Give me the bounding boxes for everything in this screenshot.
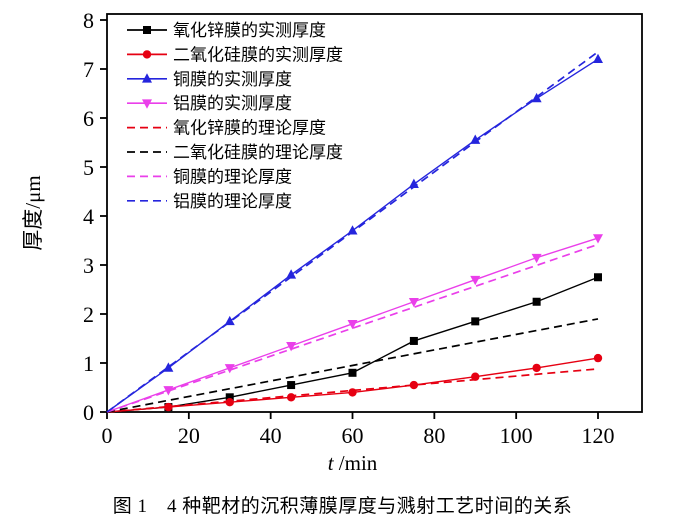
- x-tick-label: 120: [582, 423, 615, 448]
- y-tick-label: 6: [83, 106, 94, 131]
- marker-triangle-down: [286, 342, 297, 352]
- marker-circle: [532, 363, 541, 373]
- series-line: [106, 318, 599, 413]
- y-tick-label: 1: [83, 351, 94, 376]
- marker-triangle-down: [470, 275, 481, 286]
- legend-label: 二氧化硅膜的理论厚度: [173, 143, 343, 162]
- marker-triangle-up: [142, 73, 152, 83]
- marker-triangle-up: [347, 225, 358, 235]
- marker-triangle-down: [142, 99, 152, 109]
- x-tick-label: 40: [260, 423, 282, 448]
- legend-label: 氧化锌膜的理论厚度: [173, 119, 326, 138]
- marker-triangle-down: [224, 364, 235, 374]
- marker-square: [225, 393, 234, 402]
- marker-square: [409, 336, 418, 345]
- marker-square: [143, 26, 151, 34]
- marker-circle: [593, 353, 603, 363]
- marker-triangle-up: [531, 92, 542, 103]
- legend-label: 二氧化硅膜的实测厚度: [173, 45, 343, 64]
- y-tick-label: 0: [83, 400, 94, 425]
- x-tick-label: 20: [178, 423, 200, 448]
- y-tick-label: 2: [83, 302, 94, 327]
- marker-square: [532, 297, 541, 306]
- marker-circle: [286, 393, 296, 402]
- chart-plot: 0 20 40 60 80 100 120 0 1 2 3 4 5 6 7 8 氧化锌膜的实测厚度二氧化硅膜的实…: [21, 8, 643, 475]
- y-tick-label: 4: [83, 204, 94, 229]
- marker-square: [594, 273, 602, 282]
- x-tick-label: 60: [342, 423, 364, 448]
- legend-label: 铜膜的理论厚度: [173, 167, 292, 186]
- legend-label: 铜膜的实测厚度: [173, 70, 292, 89]
- marker-square: [348, 368, 357, 377]
- marker-triangle-down: [593, 234, 603, 244]
- series-line: [106, 368, 599, 413]
- marker-triangle-down: [347, 320, 358, 330]
- x-tick-label: 100: [500, 423, 533, 448]
- marker-square: [287, 381, 296, 390]
- x-tick-label: 80: [423, 423, 445, 448]
- y-axis-label: 厚度/μm: [21, 175, 45, 250]
- figure-caption: 图 1 4 种靶材的沉积薄膜厚度与溅射工艺时间的关系: [112, 496, 573, 517]
- x-axis-label: t /min: [328, 451, 378, 475]
- marker-triangle-up: [593, 53, 603, 63]
- plot-box: [106, 13, 643, 413]
- marker-circle: [142, 50, 152, 59]
- y-tick-label: 3: [83, 253, 94, 278]
- marker-circle: [409, 380, 419, 390]
- legend-label: 氧化锌膜的实测厚度: [173, 21, 326, 40]
- marker-triangle-up: [470, 134, 481, 144]
- y-tick-label: 5: [83, 155, 94, 180]
- y-tick-label: 8: [83, 8, 94, 33]
- x-tick-label: 0: [102, 423, 113, 448]
- marker-triangle-down: [163, 386, 174, 396]
- legend-label: 铝膜的理论厚度: [173, 192, 292, 211]
- legend-label: 铝膜的实测厚度: [173, 94, 292, 113]
- marker-triangle-down: [531, 253, 542, 264]
- series-line: [106, 243, 599, 413]
- marker-circle: [164, 402, 173, 412]
- marker-triangle-up: [286, 269, 297, 279]
- marker-square: [471, 317, 480, 326]
- y-tick-label: 7: [83, 57, 94, 82]
- marker-triangle-down: [408, 297, 419, 308]
- marker-circle: [225, 398, 234, 407]
- series-line: [106, 51, 599, 413]
